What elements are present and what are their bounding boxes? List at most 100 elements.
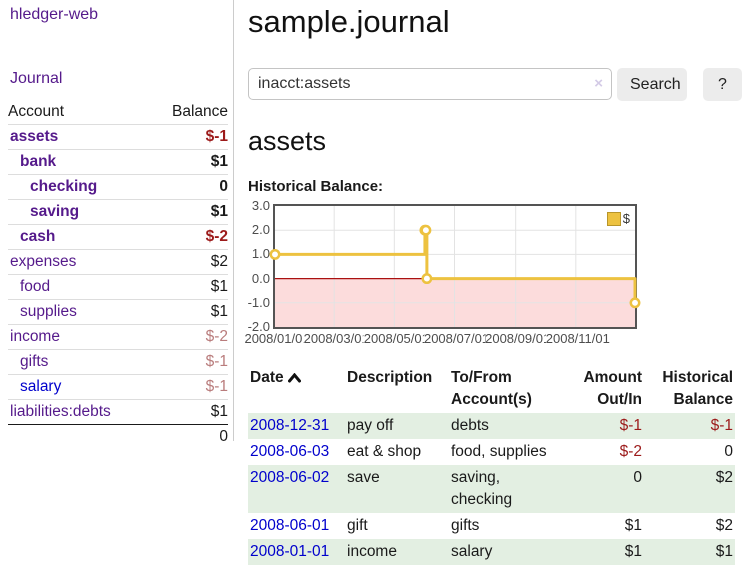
legend-swatch-icon bbox=[606, 211, 621, 226]
transaction-description: eat & shop bbox=[347, 443, 422, 460]
register-table: Date Description To/From Account(s) Amou… bbox=[248, 365, 735, 565]
accounts-header-row: Account Balance bbox=[8, 101, 228, 125]
transaction-accounts: saving, checking bbox=[451, 469, 513, 508]
clear-search-icon[interactable]: × bbox=[594, 75, 603, 92]
accounts-header-balance: Balance bbox=[171, 103, 228, 120]
y-tick-label: 3.0 bbox=[251, 198, 270, 213]
transaction-date-link[interactable]: 2008-06-02 bbox=[250, 469, 330, 486]
transaction-description: gift bbox=[347, 517, 368, 534]
register-header-tofrom: To/From Account(s) bbox=[451, 369, 532, 408]
account-balance: $-1 bbox=[150, 124, 228, 150]
y-tick-label: 0.0 bbox=[251, 270, 270, 286]
transaction-amount: $-2 bbox=[619, 443, 642, 460]
search-input[interactable] bbox=[248, 68, 612, 100]
transaction-balance: $1 bbox=[715, 543, 733, 560]
register-header-amount: Amount Out/In bbox=[583, 369, 642, 408]
register-row: 2008-06-01 gift gifts $1 $2 bbox=[248, 513, 735, 539]
account-link-expenses[interactable]: expenses bbox=[10, 253, 77, 270]
transaction-accounts: food, supplies bbox=[451, 443, 547, 460]
transaction-amount: $1 bbox=[624, 517, 642, 534]
account-row: supplies $1 bbox=[8, 299, 228, 325]
account-balance: $1 bbox=[150, 299, 228, 325]
account-row: liabilities:debts $1 bbox=[8, 399, 228, 425]
transaction-balance: $2 bbox=[715, 469, 733, 486]
account-row: cash $-2 bbox=[8, 224, 228, 250]
transaction-amount: $1 bbox=[624, 543, 642, 560]
accounts-total-row: 0 bbox=[8, 424, 228, 449]
data-point-marker bbox=[629, 297, 641, 309]
account-balance: $1 bbox=[150, 149, 228, 175]
y-tick-label: -1.0 bbox=[247, 294, 270, 310]
register-row: 2008-01-01 income salary $1 $1 bbox=[248, 539, 735, 565]
account-link-food[interactable]: food bbox=[20, 278, 51, 295]
historical-balance-chart: 3.0 2.0 1.0 0.0 -1.0 -2.0 $ 2008/01/01 2008/03… bbox=[244, 198, 742, 349]
account-link-liabilities-debts[interactable]: liabilities:debts bbox=[10, 403, 111, 420]
x-tick-label: 2008/09/01 bbox=[485, 331, 551, 347]
x-tick-label: 2008/01/01 bbox=[244, 331, 310, 347]
transaction-description: income bbox=[347, 543, 397, 560]
transaction-amount: $-1 bbox=[619, 417, 642, 434]
account-row: saving $1 bbox=[8, 199, 228, 225]
transaction-balance: 0 bbox=[724, 443, 733, 460]
transaction-date-link[interactable]: 2008-01-01 bbox=[250, 543, 330, 560]
chevron-up-icon bbox=[287, 368, 301, 390]
accounts-header-account: Account bbox=[8, 103, 65, 120]
account-row: income $-2 bbox=[8, 324, 228, 350]
account-link-gifts[interactable]: gifts bbox=[20, 353, 49, 370]
account-balance: $1 bbox=[150, 274, 228, 300]
chart-legend: $ bbox=[606, 211, 630, 226]
y-tick-label: 2.0 bbox=[251, 222, 270, 238]
transaction-date-link[interactable]: 2008-06-03 bbox=[250, 443, 330, 460]
chart-plot-area: $ bbox=[269, 204, 641, 329]
account-link-supplies[interactable]: supplies bbox=[20, 303, 77, 320]
accounts-total-value: 0 bbox=[150, 424, 228, 449]
register-row: 2008-06-02 save saving, checking 0 $2 bbox=[248, 465, 735, 513]
register-header-description: Description bbox=[347, 369, 433, 386]
sidebar-item-journal[interactable]: Journal bbox=[10, 70, 63, 87]
register-row: 2008-06-03 eat & shop food, supplies $-2 0 bbox=[248, 439, 735, 465]
account-link-cash[interactable]: cash bbox=[20, 228, 56, 245]
transaction-date-link[interactable]: 2008-12-31 bbox=[250, 417, 330, 434]
account-link-checking[interactable]: checking bbox=[30, 178, 98, 195]
register-header-row: Date Description To/From Account(s) Amou… bbox=[248, 365, 735, 413]
search-help-button[interactable]: ? bbox=[703, 68, 742, 101]
register-row: 2008-12-31 pay off debts $-1 $-1 bbox=[248, 413, 735, 439]
account-balance: $-1 bbox=[150, 349, 228, 375]
transaction-balance: $2 bbox=[715, 517, 733, 534]
transaction-date-link[interactable]: 2008-06-01 bbox=[250, 517, 330, 534]
data-point-marker bbox=[269, 248, 281, 260]
account-balance: 0 bbox=[150, 174, 228, 200]
app-brand-link[interactable]: hledger-web bbox=[10, 6, 99, 23]
account-balance: $-2 bbox=[150, 224, 228, 250]
account-link-income[interactable]: income bbox=[10, 328, 60, 345]
account-balance: $2 bbox=[150, 249, 228, 275]
data-point-marker bbox=[420, 224, 432, 236]
search-bar: × Search ? bbox=[248, 68, 742, 101]
main-content: sample.journal × Search ? assets Histori… bbox=[244, 0, 742, 565]
account-balance: $-1 bbox=[150, 374, 228, 400]
x-tick-label: 2008/11/01 bbox=[545, 331, 610, 347]
data-point-marker bbox=[421, 273, 433, 285]
account-link-assets[interactable]: assets bbox=[10, 128, 59, 145]
register-header-date[interactable]: Date bbox=[248, 365, 345, 413]
x-tick-label: 2008/03/01 bbox=[303, 331, 369, 347]
account-link-saving[interactable]: saving bbox=[30, 203, 80, 220]
account-balance: $1 bbox=[150, 399, 228, 425]
legend-label: $ bbox=[622, 211, 630, 226]
chart-x-axis-labels: 2008/01/01 2008/03/01 2008/05/01 2008/07/01… bbox=[244, 331, 742, 349]
account-row: expenses $2 bbox=[8, 249, 228, 275]
accounts-balance-table: Account Balance assets $-1 bank $1 checking 0… bbox=[8, 101, 228, 449]
account-row: bank $1 bbox=[8, 149, 228, 175]
x-tick-label: 2008/07/01 bbox=[423, 331, 490, 347]
transaction-accounts: salary bbox=[451, 543, 493, 560]
register-header-balance: Historical Balance bbox=[662, 369, 733, 408]
account-link-salary[interactable]: salary bbox=[20, 378, 62, 395]
chart-y-axis-labels: 3.0 2.0 1.0 0.0 -1.0 -2.0 bbox=[245, 198, 273, 334]
account-link-bank[interactable]: bank bbox=[20, 153, 57, 170]
account-balance: $-2 bbox=[150, 324, 228, 350]
search-button[interactable]: Search bbox=[617, 68, 687, 101]
account-row: food $1 bbox=[8, 274, 228, 300]
x-tick-label: 2008/05/01 bbox=[363, 331, 429, 347]
sidebar-divider bbox=[233, 0, 234, 441]
transaction-description: save bbox=[347, 469, 380, 486]
